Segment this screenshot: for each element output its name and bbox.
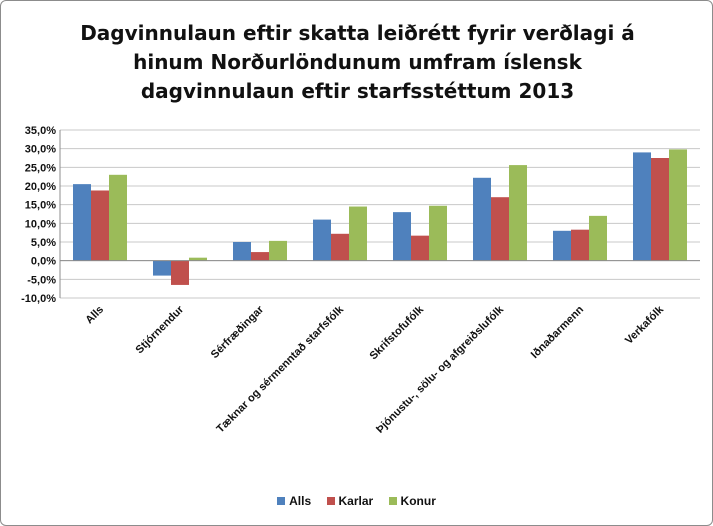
legend-swatch-karlar [326,497,335,505]
legend-label-karlar: Karlar [338,494,374,508]
x-category-label: Iðnaðarmenn [529,303,587,361]
y-tick-label: 25,0% [25,162,56,174]
legend-swatch-konur [388,497,397,505]
bar-karlar-2 [251,252,269,261]
bar-konur-0 [109,174,127,261]
y-tick-label: 20,0% [25,181,56,193]
chart-title-line-2: hinum Norðurlöndunum umfram íslensk [133,50,582,74]
y-tick-label: 5,0% [31,237,56,249]
y-tick-label: -5,0% [27,274,56,286]
bar-alls-1 [153,260,171,276]
bar-alls-0 [73,184,91,261]
x-category-label: Tæknar og sérmenntað starfsfólk [214,303,346,435]
legend-swatch-alls [277,497,286,505]
y-tick-label: -10,0% [21,293,56,305]
x-category-label: Alls [83,304,106,327]
bar-karlar-7 [651,158,669,261]
bar-alls-5 [473,177,491,261]
bar-konur-2 [269,240,287,261]
legend-item-alls: Alls [277,494,311,508]
bar-alls-6 [553,230,571,261]
chart-title: Dagvinnulaun eftir skatta leiðrétt fyrir… [21,19,694,106]
bar-karlar-3 [331,233,349,261]
legend-label-alls: Alls [289,494,312,508]
bar-alls-3 [313,219,331,261]
bar-alls-7 [633,152,651,261]
bar-konur-7 [669,149,687,261]
legend-item-konur: Konur [388,494,436,508]
bar-alls-2 [233,242,251,261]
bar-karlar-4 [411,235,429,261]
bar-konur-1 [189,257,207,261]
y-tick-label: 30,0% [25,144,56,156]
x-category-label: Skrifstofufólk [367,303,426,362]
bar-konur-4 [429,205,447,261]
legend-item-karlar: Karlar [326,494,374,508]
x-category-label: Stjórnendur [134,303,187,356]
bar-konur-3 [349,206,367,261]
x-category-label: Sérfræðingar [209,303,267,361]
bar-karlar-6 [571,229,589,261]
y-tick-label: 10,0% [25,218,56,230]
y-tick-label: 35,0% [25,125,56,137]
x-category-label: Þjónustu-, sölu- og afgreiðslufólk [374,303,507,436]
y-tick-label: 0,0% [31,256,56,268]
bar-konur-5 [509,165,527,261]
legend-label-konur: Konur [400,494,436,508]
chart-title-line-1: Dagvinnulaun eftir skatta leiðrétt fyrir… [80,21,635,45]
chart-title-line-3: dagvinnulaun eftir starfsstéttum 2013 [140,79,575,103]
bar-karlar-0 [91,190,109,261]
bar-alls-4 [393,212,411,261]
x-category-label: Verkafólk [623,303,667,347]
y-tick-label: 15,0% [25,200,56,212]
bar-konur-6 [589,215,607,261]
bar-karlar-5 [491,197,509,261]
bar-karlar-1 [171,260,189,285]
chart-legend: Alls Karlar Konur [0,494,713,508]
